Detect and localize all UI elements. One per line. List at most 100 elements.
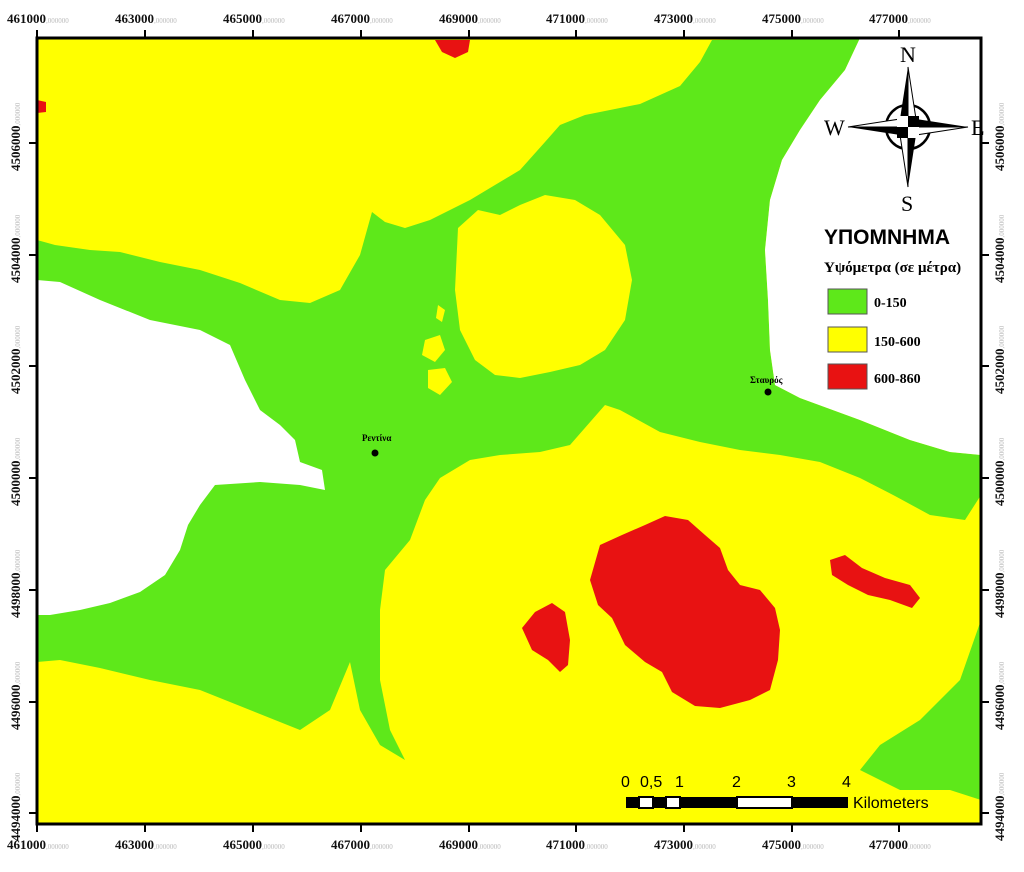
tick-label-suffix: ,000000 bbox=[14, 325, 22, 348]
compass-label-s: S bbox=[901, 191, 913, 216]
y-tick-label: 4504000,000000 bbox=[992, 214, 1007, 283]
place-label: Σταυρός bbox=[750, 375, 783, 385]
sea-west bbox=[37, 280, 325, 615]
compass-label-w: W bbox=[824, 115, 845, 140]
x-tick-label: 469000,000000 bbox=[439, 837, 501, 852]
tick-label-suffix: ,000000 bbox=[801, 17, 824, 25]
x-tick-label: 465000,000000 bbox=[223, 11, 285, 26]
tick-label-suffix: ,000000 bbox=[46, 17, 69, 25]
tick-label-suffix: ,000000 bbox=[585, 843, 608, 851]
scale-segment bbox=[736, 796, 793, 809]
tick-label-suffix: ,000000 bbox=[154, 843, 177, 851]
y-tick-label: 4502000,000000 bbox=[8, 325, 23, 394]
legend-item: 150-600 bbox=[827, 326, 921, 353]
tick-label-suffix: ,000000 bbox=[370, 17, 393, 25]
tick-label-suffix: ,000000 bbox=[998, 772, 1006, 795]
place-rentina: Ρεντίνα bbox=[362, 433, 391, 457]
tick-label-suffix: ,000000 bbox=[14, 772, 22, 795]
x-tick-label: 463000,000000 bbox=[115, 11, 177, 26]
legend: ΥΠΟΜΝΗΜΑ Υψόμετρα (σε μέτρα) 0-150 150-6… bbox=[824, 226, 961, 390]
place-label: Ρεντίνα bbox=[362, 433, 391, 443]
x-tick-label: 467000,000000 bbox=[331, 837, 393, 852]
scale-label: 0 bbox=[621, 774, 630, 791]
tick-label-suffix: ,000000 bbox=[154, 17, 177, 25]
x-tick-label: 473000,000000 bbox=[654, 837, 716, 852]
x-tick-label: 465000,000000 bbox=[223, 837, 285, 852]
x-tick-label: 473000,000000 bbox=[654, 11, 716, 26]
compass-label-e: E bbox=[971, 115, 984, 140]
zone-low-main bbox=[37, 38, 981, 760]
compass-label-n: N bbox=[900, 42, 916, 67]
tick-label-suffix: ,000000 bbox=[478, 17, 501, 25]
x-axis-top: 461000,000000 463000,000000 465000,000000 4… bbox=[7, 11, 931, 38]
x-tick-label: 467000,000000 bbox=[331, 11, 393, 26]
tick-label-suffix: ,000000 bbox=[998, 549, 1006, 572]
x-tick-label: 461000,000000 bbox=[7, 11, 69, 26]
tick-label-suffix: ,000000 bbox=[998, 102, 1006, 125]
tick-label-suffix: ,000000 bbox=[262, 17, 285, 25]
scale-segment bbox=[653, 797, 666, 808]
compass-center-light bbox=[908, 127, 919, 138]
y-tick-label: 4502000,000000 bbox=[992, 325, 1007, 394]
x-tick-label: 471000,000000 bbox=[546, 837, 608, 852]
tick-label-suffix: ,000000 bbox=[46, 843, 69, 851]
legend-label: 600-860 bbox=[874, 372, 921, 387]
tick-label-suffix: ,000000 bbox=[14, 437, 22, 460]
tick-label-suffix: ,000000 bbox=[478, 843, 501, 851]
legend-item: 600-860 bbox=[827, 363, 921, 390]
y-tick-label: 4494000,000000 bbox=[8, 772, 23, 841]
y-tick-label: 4496000,000000 bbox=[8, 661, 23, 730]
scale-unit: Kilometers bbox=[853, 795, 929, 812]
place-marker bbox=[764, 388, 772, 396]
map-frame bbox=[35, 36, 983, 826]
x-tick-label: 463000,000000 bbox=[115, 837, 177, 852]
scale-segment bbox=[626, 797, 639, 808]
zone-high-main bbox=[590, 516, 780, 708]
y-tick-label: 4504000,000000 bbox=[8, 214, 23, 283]
tick-label-suffix: ,000000 bbox=[14, 661, 22, 684]
scale-label: 0,5 bbox=[640, 774, 662, 791]
tick-label-suffix: ,000000 bbox=[262, 843, 285, 851]
legend-label: 150-600 bbox=[874, 335, 921, 350]
scale-segment bbox=[680, 797, 737, 808]
legend-swatch bbox=[827, 288, 868, 315]
y-axis-right: 4506000,000000 4504000,000000 4502000,0000… bbox=[981, 102, 1007, 841]
y-axis-left: 4506000,000000 4504000,000000 4502000,0000… bbox=[8, 102, 37, 841]
tick-label-suffix: ,000000 bbox=[998, 661, 1006, 684]
tick-label-suffix: ,000000 bbox=[693, 843, 716, 851]
x-tick-label: 477000,000000 bbox=[869, 11, 931, 26]
compass-rose: N S E W bbox=[824, 42, 984, 216]
x-axis-bottom: 461000,000000 463000,000000 465000,000000 4… bbox=[7, 824, 931, 852]
tick-label-suffix: ,000000 bbox=[14, 214, 22, 237]
legend-swatch bbox=[827, 363, 868, 390]
zone-mid-patch-2 bbox=[428, 368, 452, 395]
tick-label-suffix: ,000000 bbox=[14, 549, 22, 572]
legend-swatch bbox=[827, 326, 868, 353]
scale-bar: 0 0,5 1 2 3 4 Kilometers bbox=[621, 774, 929, 812]
tick-label-suffix: ,000000 bbox=[908, 843, 931, 851]
zone-high-north bbox=[435, 40, 470, 58]
tick-label-suffix: ,000000 bbox=[693, 17, 716, 25]
tick-label-suffix: ,000000 bbox=[370, 843, 393, 851]
tick-label-suffix: ,000000 bbox=[908, 17, 931, 25]
x-tick-label: 469000,000000 bbox=[439, 11, 501, 26]
scale-label: 2 bbox=[732, 774, 741, 791]
tick-label-suffix: ,000000 bbox=[998, 437, 1006, 460]
scale-label: 1 bbox=[675, 774, 684, 791]
scale-segment bbox=[665, 796, 681, 809]
legend-subtitle: Υψόμετρα (σε μέτρα) bbox=[824, 260, 961, 276]
tick-label-suffix: ,000000 bbox=[585, 17, 608, 25]
y-tick-label: 4496000,000000 bbox=[992, 661, 1007, 730]
y-tick-label: 4498000,000000 bbox=[992, 549, 1007, 618]
compass-center-light bbox=[897, 116, 908, 127]
zone-high-east bbox=[830, 555, 920, 608]
scale-label: 4 bbox=[842, 774, 851, 791]
x-tick-label: 471000,000000 bbox=[546, 11, 608, 26]
zone-high-west-dot bbox=[37, 100, 46, 113]
zone-high-small-west bbox=[522, 603, 570, 672]
legend-label: 0-150 bbox=[874, 296, 907, 311]
y-tick-label: 4500000,000000 bbox=[8, 437, 23, 506]
place-stavros: Σταυρός bbox=[750, 375, 783, 396]
legend-item: 0-150 bbox=[827, 288, 907, 315]
